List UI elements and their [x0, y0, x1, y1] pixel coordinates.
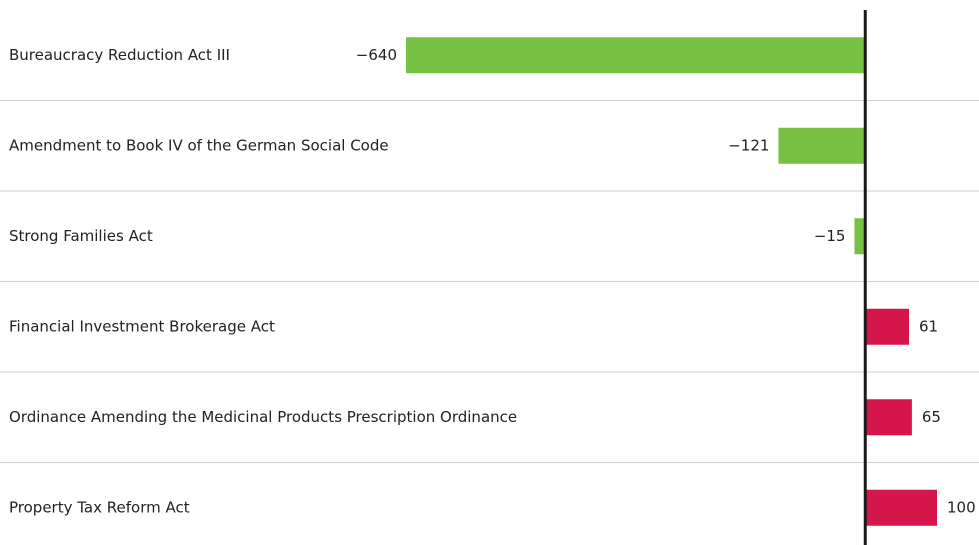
category-label: Ordinance Amending the Medicinal Product…	[9, 408, 517, 426]
value-label: −640	[356, 46, 397, 64]
bar	[854, 218, 866, 255]
value-label: 65	[922, 408, 941, 426]
value-label: −121	[728, 136, 769, 154]
bar	[865, 489, 937, 526]
category-label: Strong Families Act	[9, 227, 153, 245]
value-label: −15	[814, 227, 846, 245]
category-label: Bureaucracy Reduction Act III	[9, 46, 230, 64]
bar	[865, 308, 910, 345]
bar	[865, 399, 912, 436]
value-label: 61	[919, 317, 938, 335]
category-label: Property Tax Reform Act	[9, 498, 190, 516]
category-label: Financial Investment Brokerage Act	[9, 317, 275, 335]
bar	[778, 127, 866, 164]
category-label: Amendment to Book IV of the German Socia…	[9, 136, 389, 154]
bar	[406, 37, 866, 74]
value-label: 100	[947, 498, 976, 516]
